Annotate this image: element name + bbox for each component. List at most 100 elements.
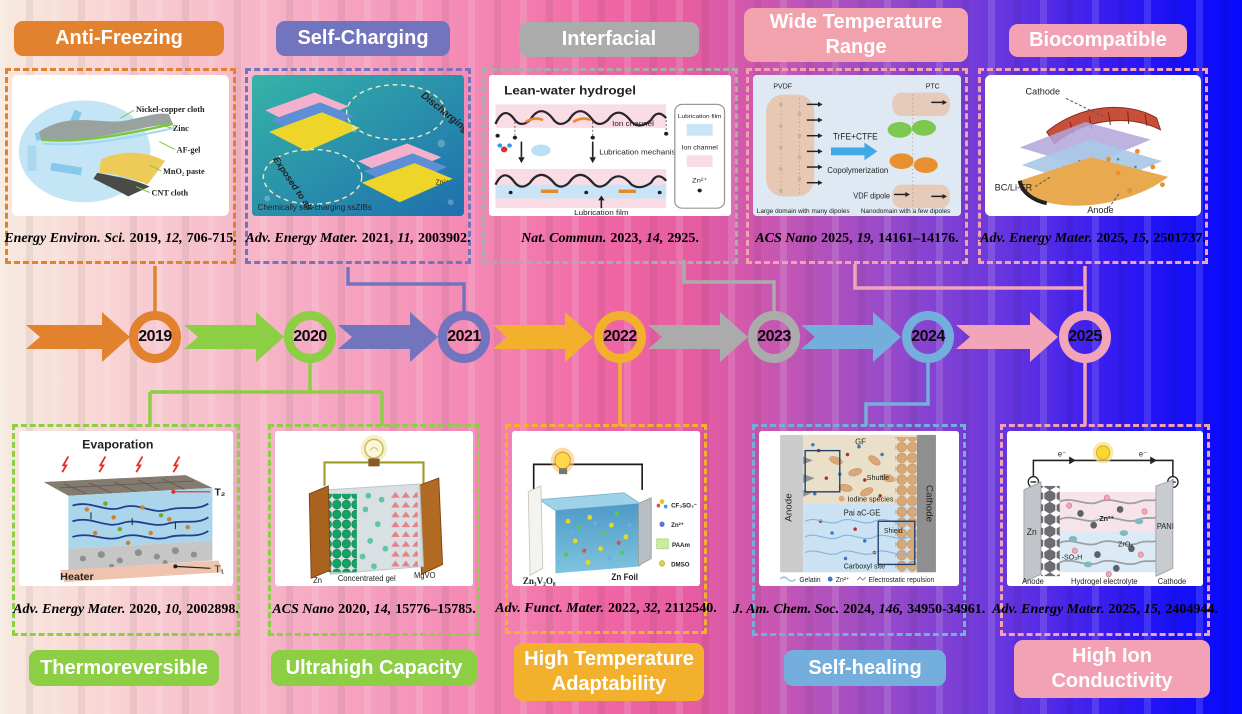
iodine-sphere-wall: [895, 436, 917, 573]
legend-item: Zn²⁺: [692, 176, 708, 185]
citation: Energy Environ. Sci. 2019, 12, 706-715.: [4, 216, 237, 261]
device-stack-b: [358, 143, 453, 203]
citation-year: 2023,: [610, 230, 642, 246]
concentrated-gel-label: Concentrated gel: [338, 574, 396, 583]
citation-volume: 32,: [643, 600, 662, 616]
hydrogel-electrolyte-label: Hydrogel electrolyte: [1071, 577, 1138, 586]
year-node-2019: 2019: [129, 311, 181, 363]
citation: Adv. Energy Mater. 2020, 10, 2002898.: [13, 586, 239, 633]
bubbles: [264, 127, 454, 206]
legend-item: Zn²⁺: [836, 577, 850, 584]
layer-label: AF-gel: [177, 145, 201, 154]
zro2-label: ZrO₂: [1118, 540, 1133, 549]
year-label: 2025: [1068, 328, 1102, 345]
citation-pages: 2112540.: [665, 600, 717, 616]
panel-high-ion-conductivity: e⁻ e⁻: [992, 424, 1218, 636]
citation-pages: 34950-34961.: [907, 601, 986, 617]
iodine-species-label: Iodine species: [847, 495, 893, 504]
figure-legend: Gelatin Zn²⁺ Electrostatic repulsion: [779, 576, 935, 584]
label-anti-freezing: Anti-Freezing: [14, 21, 224, 56]
battery-stack: [1017, 106, 1169, 206]
circuit-wire: [532, 463, 643, 494]
film-contents: [508, 189, 662, 209]
pai-ac-ge-label: Pai aC-GE: [844, 508, 881, 517]
label-self-healing: Self-healing: [784, 650, 946, 686]
layered-sheets: [39, 113, 175, 197]
citation-volume: 14,: [373, 601, 392, 617]
figure-legend: CF₃SO₃⁻ Zn²⁺ PAAm DMSO: [656, 499, 697, 568]
iodine-dot: [838, 495, 845, 502]
year-node-2024: 2024: [902, 311, 954, 363]
year-label: 2023: [757, 328, 791, 345]
zn3v2o8-label: Zn₃V₂O₈: [523, 577, 556, 586]
citation-pages: 2925.: [667, 230, 699, 246]
figure-caption: Chemically self-charging ssZIBs: [258, 203, 372, 212]
ion-channel-band: [495, 104, 667, 128]
lubrication-mechanism-label: Lubrication mechanism: [599, 148, 682, 157]
panel-thermoreversible: Evaporation: [12, 424, 240, 636]
zn-label: Zn: [1027, 527, 1037, 537]
citation-year: 2025,: [1108, 601, 1140, 617]
copolymerization-label: Copolymerization: [827, 166, 888, 175]
polar-domain-glow: [766, 94, 815, 197]
citation-volume: 11,: [397, 230, 414, 246]
zoom-box: [877, 520, 916, 566]
circuit-wire: [323, 461, 425, 486]
zn-hexagon-layer: [1040, 485, 1060, 577]
citation: Nat. Commun. 2023, 14, 2925.: [485, 216, 735, 261]
layer-label: CNT cloth: [151, 188, 188, 197]
citation-pages: 15776–15785.: [395, 601, 476, 617]
device-stack-a: [265, 92, 360, 152]
polymer-chain2: [494, 173, 668, 189]
citation: Adv. Funct. Mater. 2022, 32, 2112540.: [495, 586, 717, 631]
pvdf-chains: [778, 98, 802, 197]
leader-lines: [120, 109, 175, 193]
citation-journal: Adv. Energy Mater.: [992, 601, 1105, 617]
citation-pages: 2003902.: [418, 230, 471, 246]
shield-label: Shield: [884, 528, 903, 535]
anode-bar: [780, 434, 804, 573]
circuit-loops: [262, 84, 446, 205]
citation-journal: J. Am. Chem. Soc.: [732, 601, 840, 617]
t1-label: T₁: [214, 564, 224, 575]
citation-pages: 706-715.: [186, 230, 237, 246]
ptc-label: PTC: [926, 83, 940, 91]
figure-wide-temperature-range: PVDF PTC TrFE+CTFE Copolymerization VDF …: [753, 75, 961, 216]
legend-item: Ion channel: [682, 145, 719, 152]
bulb-icon: [550, 447, 575, 475]
year-node-2025: 2025: [1059, 311, 1111, 363]
zoom-box: [804, 449, 841, 493]
porous-layer: [68, 540, 213, 571]
citation-year: 2022,: [608, 600, 640, 616]
citation: Adv. Energy Mater. 2025, 15, 2501737.: [980, 216, 1206, 261]
mgvo-label: MgVO: [414, 571, 436, 580]
year-node-2022: 2022: [594, 311, 646, 363]
citation-volume: 19,: [856, 230, 875, 246]
citation-year: 2021,: [361, 230, 394, 246]
panel-biocompatible: Cathode BC/Li-FR Anode Adv. Energy Mater…: [978, 68, 1208, 264]
figure-high-temperature-adaptability: CF₃SO₃⁻ Zn²⁺ PAAm DMSO Zn Foil Zn₃V₂O₈: [512, 431, 700, 586]
shuttle-label: Shuttle: [867, 473, 889, 482]
anode-label: Anode: [1087, 205, 1113, 215]
lubrication-film-band: [495, 184, 667, 199]
ion-dots: [1066, 494, 1148, 578]
nanodomain-caption: Nanodomain with a few dipoles: [861, 208, 951, 215]
bc-lifr-label: BC/Li-FR: [995, 182, 1033, 192]
electron-arrow: [1150, 456, 1157, 465]
citation-volume: 15,: [1131, 230, 1150, 246]
ptc-chain: [887, 92, 950, 211]
citation: ACS Nano 2020, 14, 15776–15785.: [271, 586, 477, 633]
cathode-label: Cathode: [1158, 577, 1186, 586]
year-label: 2021: [447, 328, 481, 345]
panel-interfacial: Lean-water hydrogel Ion channel Lubricat…: [482, 68, 738, 264]
figure-anti-freezing: Nickel-copper cloth Zinc AF-gel MnO₂ pas…: [12, 75, 229, 216]
electron-label: e⁻: [1058, 449, 1066, 458]
layer-label: Nickel-copper cloth: [136, 105, 205, 114]
cathode-label: Cathode: [1026, 87, 1061, 97]
copolymerization-arrow: [831, 142, 878, 161]
carboxyl-site-label: Carboxyl site: [844, 561, 886, 570]
legend-item: DMSO: [671, 561, 689, 568]
figure-high-ion-conductivity: e⁻ e⁻: [1007, 431, 1203, 586]
cathode-bar: [916, 434, 936, 573]
citation-year: 2024,: [843, 601, 875, 617]
